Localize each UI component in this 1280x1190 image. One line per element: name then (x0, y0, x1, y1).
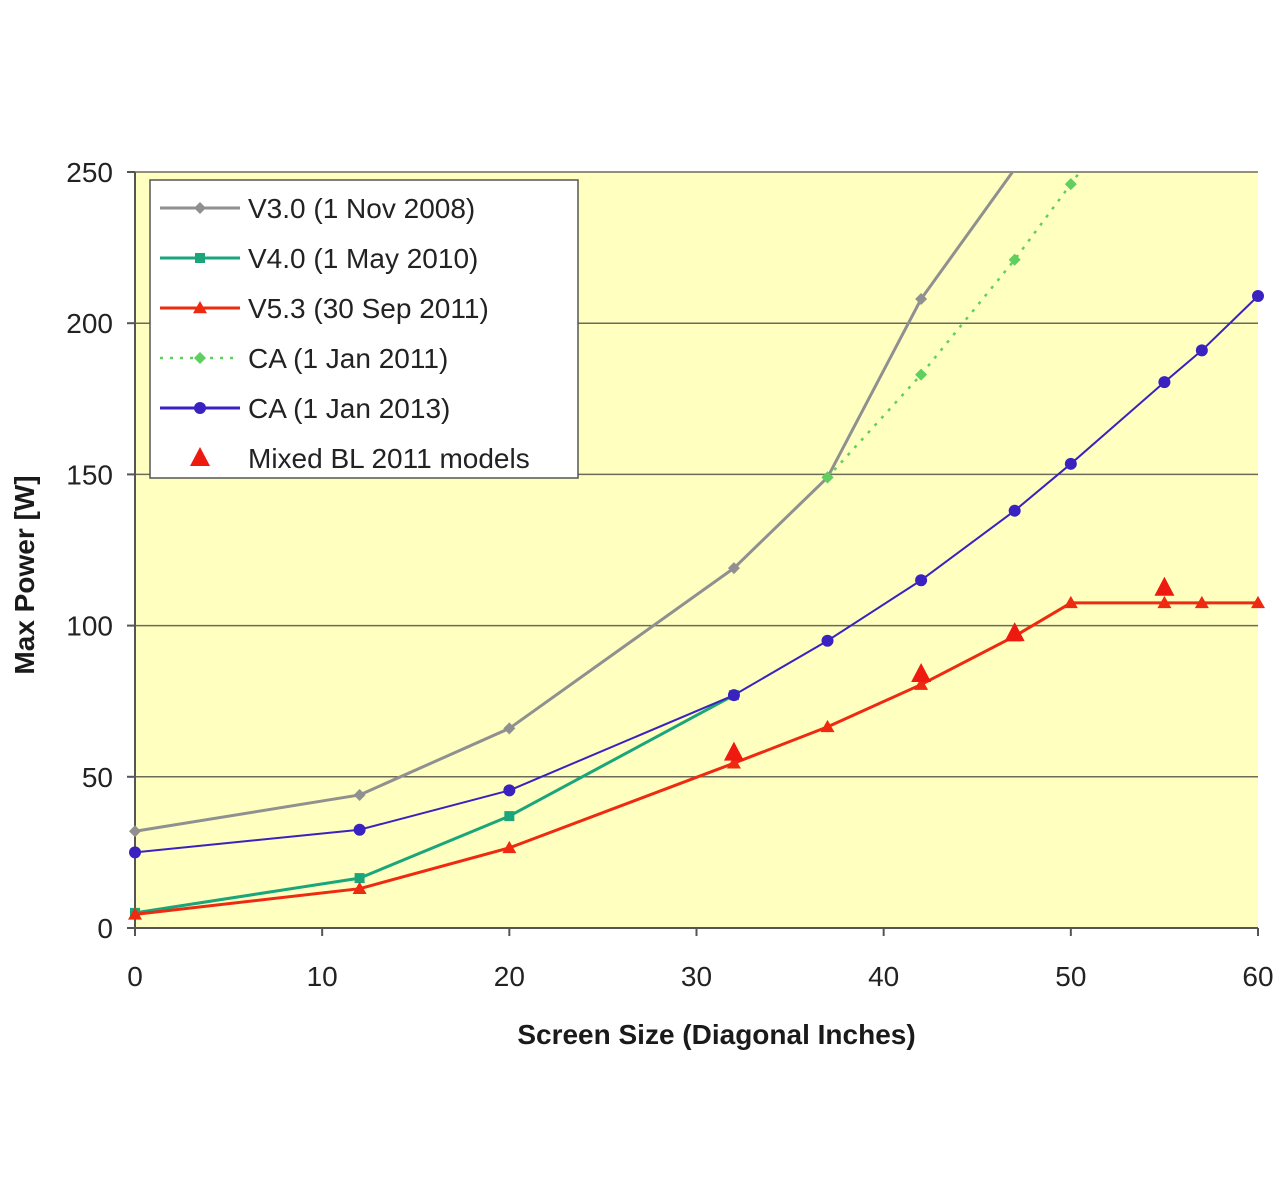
legend-label-ca-1-jan-2011: CA (1 Jan 2011) (248, 343, 448, 374)
data-point-ca-1-jan-2013-5 (915, 574, 928, 587)
x-tick-label-0: 0 (127, 961, 143, 992)
data-point-ca-1-jan-2013-7 (1064, 457, 1077, 470)
data-point-mixed-bl-2011-models-3 (1154, 576, 1175, 596)
data-point-v5-3-30-sep-2011-5 (914, 677, 929, 690)
data-point-v3-0-1-nov-2008-2 (503, 722, 516, 735)
series-line-v4-0-1-may-2010 (134, 693, 735, 915)
data-point-v5-3-30-sep-2011-8 (1157, 595, 1172, 609)
data-point-mixed-bl-2011-models-1 (911, 662, 932, 682)
legend-entry-v5-3-30-sep-2011: V5.3 (30 Sep 2011) (160, 293, 489, 324)
legend-entry-ca-1-jan-2013: CA (1 Jan 2013) (160, 393, 450, 424)
data-point-ca-1-jan-2013-10 (1252, 289, 1264, 302)
series-v3-0-1-nov-2008 (129, 172, 1015, 838)
series-mixed-bl-2011-models (723, 576, 1175, 761)
data-point-ca-1-jan-2013-6 (1008, 504, 1021, 517)
data-point-v3-0-1-nov-2008-1 (353, 788, 366, 801)
data-point-v5-3-30-sep-2011-0 (128, 907, 142, 920)
axes (127, 171, 1259, 936)
data-point-v5-3-30-sep-2011-7 (1063, 595, 1078, 609)
legend: V3.0 (1 Nov 2008) V4.0 (1 May 2010) V5.3 (… (149, 179, 579, 479)
data-point-ca-1-jan-2013-8 (1158, 376, 1171, 389)
data-point-ca-1-jan-2013-3 (727, 689, 740, 702)
legend-marker-v4-0-1-may-2010 (195, 253, 205, 263)
y-tick-label-100: 100 (66, 611, 113, 642)
y-tick-label-50: 50 (82, 762, 113, 793)
data-point-v5-3-30-sep-2011-4 (820, 719, 835, 733)
legend-label-ca-1-jan-2013: CA (1 Jan 2013) (248, 393, 450, 424)
data-point-ca-1-jan-2011-0 (821, 471, 834, 484)
legend-marker-ca-1-jan-2011 (194, 352, 206, 364)
x-tick-label-60: 60 (1242, 961, 1273, 992)
x-tick-label-50: 50 (1055, 961, 1086, 992)
legend-label-v3-0-1-nov-2008: V3.0 (1 Nov 2008) (248, 193, 475, 224)
legend-label-v5-3-30-sep-2011: V5.3 (30 Sep 2011) (248, 293, 489, 324)
series-ca-1-jan-2011 (821, 172, 1082, 484)
data-point-ca-1-jan-2013-4 (821, 634, 834, 647)
y-axis-title: Max Power [W] (9, 475, 40, 674)
data-point-ca-1-jan-2013-0 (129, 846, 141, 859)
data-point-v3-0-1-nov-2008-5 (915, 293, 928, 306)
data-point-ca-1-jan-2011-2 (1008, 253, 1021, 266)
data-point-v3-0-1-nov-2008-0 (129, 825, 141, 838)
legend-entry-mixed-bl-2011-models: Mixed BL 2011 models (190, 443, 530, 474)
x-tick-label-20: 20 (494, 961, 525, 992)
data-point-v5-3-30-sep-2011-10 (1251, 595, 1265, 609)
data-point-ca-1-jan-2013-9 (1195, 344, 1208, 357)
x-tick-label-40: 40 (868, 961, 899, 992)
legend-label-mixed-bl-2011-models: Mixed BL 2011 models (248, 443, 530, 474)
legend-marker-v3-0-1-nov-2008 (194, 202, 206, 214)
x-tick-label-30: 30 (681, 961, 712, 992)
data-point-v5-3-30-sep-2011-2 (502, 840, 517, 854)
data-point-v4-0-1-may-2010-2 (504, 811, 515, 822)
legend-entry-v4-0-1-may-2010: V4.0 (1 May 2010) (160, 243, 478, 274)
data-point-v5-3-30-sep-2011-1 (352, 881, 367, 894)
legend-entry-v3-0-1-nov-2008: V3.0 (1 Nov 2008) (160, 193, 475, 224)
series-layer (128, 172, 1265, 920)
data-point-ca-1-jan-2011-3 (1064, 178, 1077, 191)
data-point-ca-1-jan-2013-2 (503, 784, 516, 797)
legend-box (149, 179, 579, 479)
y-tick-label-200: 200 (66, 308, 113, 339)
tick-labels: 0 50 100 150 200 250 0 10 20 30 40 50 60 (66, 157, 1273, 992)
data-point-v5-3-30-sep-2011-9 (1194, 595, 1209, 609)
legend-marker-v5-3-30-sep-2011 (193, 301, 207, 314)
series-line-ca-1-jan-2011 (826, 172, 1082, 479)
data-point-mixed-bl-2011-models-0 (723, 741, 744, 761)
data-point-v3-0-1-nov-2008-3 (727, 562, 740, 575)
data-point-ca-1-jan-2011-1 (915, 368, 928, 381)
y-tick-label-150: 150 (66, 459, 113, 490)
data-point-mixed-bl-2011-models-2 (1004, 622, 1025, 642)
legend-marker-mixed-bl-2011-models (190, 447, 210, 466)
legend-label-v4-0-1-may-2010: V4.0 (1 May 2010) (248, 243, 478, 274)
legend-marker-ca-1-jan-2013 (194, 402, 206, 414)
y-tick-label-0: 0 (97, 913, 113, 944)
data-point-v4-0-1-may-2010-1 (354, 873, 365, 884)
series-ca-1-jan-2013 (129, 289, 1264, 859)
x-axis-title: Screen Size (Diagonal Inches) (517, 1019, 915, 1050)
x-tick-label-10: 10 (307, 961, 338, 992)
legend-entry-ca-1-jan-2011: CA (1 Jan 2011) (160, 343, 448, 374)
data-point-v5-3-30-sep-2011-3 (726, 756, 741, 769)
y-tick-label-250: 250 (66, 157, 113, 188)
data-point-ca-1-jan-2013-1 (353, 823, 366, 836)
